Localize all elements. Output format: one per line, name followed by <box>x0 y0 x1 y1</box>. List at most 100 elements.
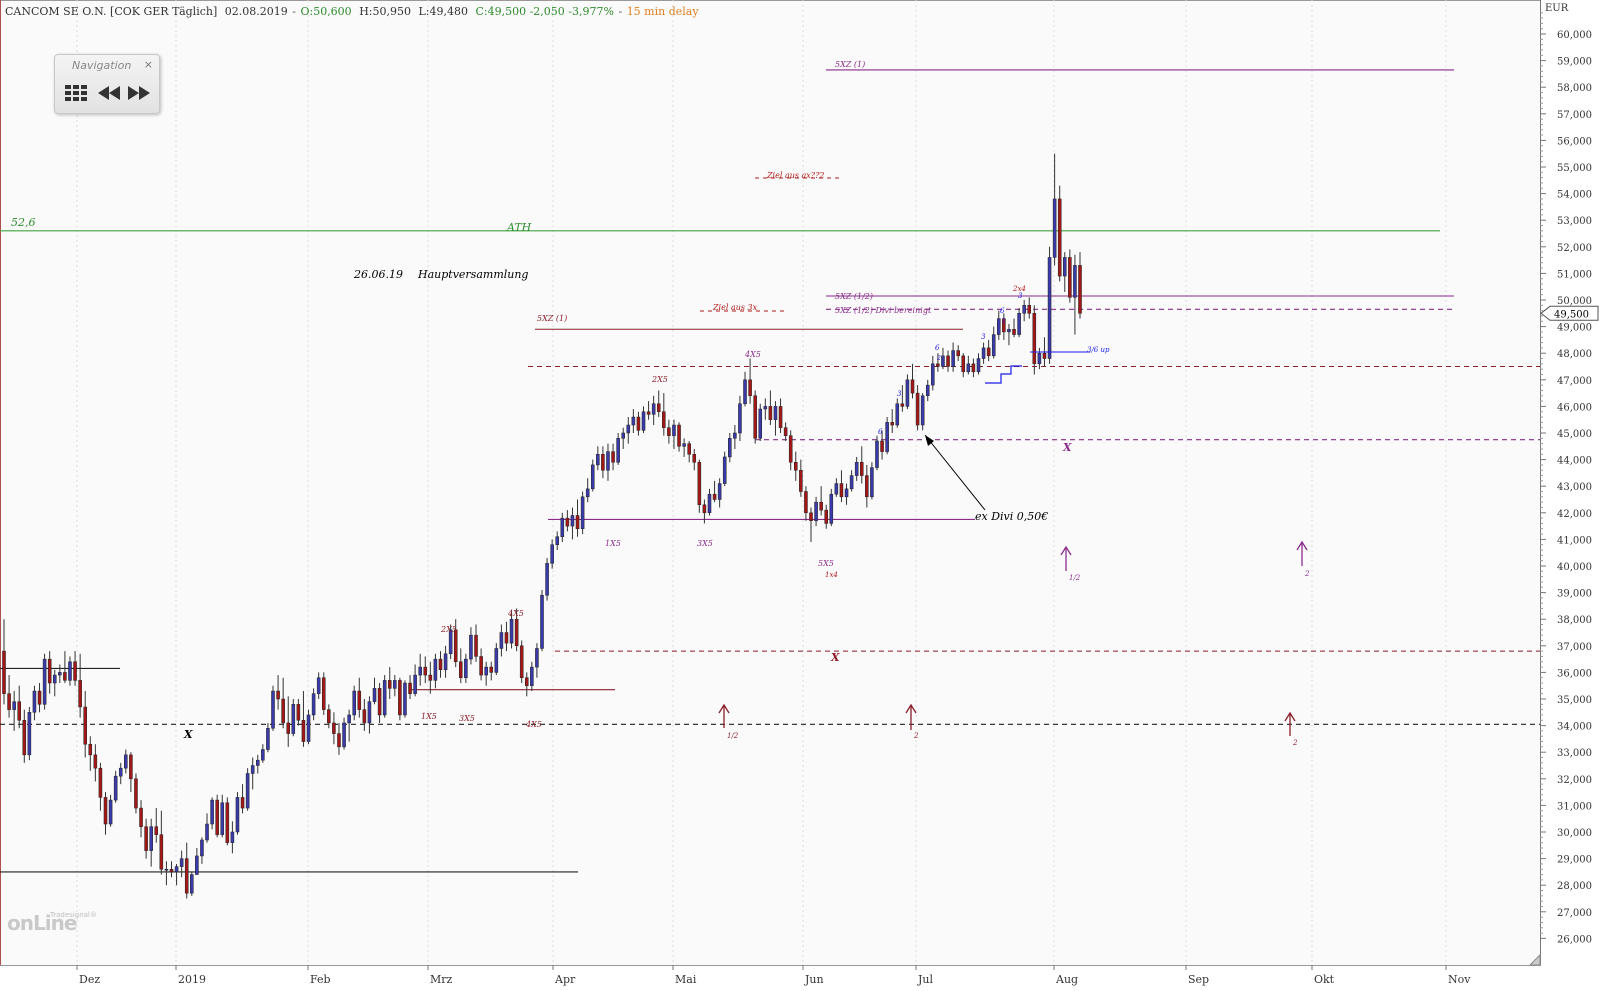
candle-body <box>540 595 544 649</box>
candle-body <box>519 645 524 678</box>
label-blue-6a: 6 <box>878 428 883 436</box>
candle-body <box>748 379 752 397</box>
candle-body <box>286 722 290 734</box>
label-blue-1: 1 <box>1002 318 1006 325</box>
label-3-6-up: 3/6 up <box>1087 346 1110 354</box>
candle-body <box>763 406 768 410</box>
y-tick-label: 48,000 <box>1557 349 1592 360</box>
candle-body <box>804 491 808 514</box>
candle-body <box>413 674 417 694</box>
candle-body <box>560 517 565 537</box>
x-tick-label: Jul <box>917 973 933 986</box>
plot-area <box>0 0 1541 966</box>
label-x-low: X <box>183 728 193 741</box>
label-4x5-top: 4X5 <box>744 350 761 359</box>
candle-body <box>971 363 976 373</box>
candle-body <box>941 355 945 367</box>
x-tick-label: 2019 <box>178 973 206 986</box>
y-tick-label: 44,000 <box>1557 456 1592 467</box>
last-price-label: 49,500 <box>1554 309 1589 320</box>
y-tick-label: 32,000 <box>1557 775 1592 786</box>
candle-body <box>585 488 590 498</box>
up-arrow-maroon-2 <box>905 703 917 730</box>
blue-step-line <box>985 365 1022 384</box>
label-ziel-upper: Ziel aus ax??2 <box>766 171 824 180</box>
candle-body <box>281 698 285 724</box>
candle-body <box>885 422 889 452</box>
candle-body <box>910 379 915 394</box>
candle-body <box>936 363 940 367</box>
ex-divi-arrow-line <box>924 434 986 511</box>
resize-handle[interactable] <box>1529 953 1541 966</box>
candle-body <box>530 666 534 686</box>
candle-body <box>646 411 651 415</box>
candle-body <box>844 488 849 498</box>
rewind-icon[interactable] <box>97 83 121 103</box>
candle-body <box>900 403 905 407</box>
label-3x5-mid: 3X5 <box>697 539 713 548</box>
candle-body <box>352 690 356 716</box>
candle-body <box>276 690 280 700</box>
y-tick-label: 37,000 <box>1557 642 1592 653</box>
label-blue-3a: 3 <box>897 390 902 398</box>
candle-body <box>1068 257 1072 298</box>
candle-body <box>93 754 98 769</box>
y-tick-label: 45,000 <box>1557 429 1592 440</box>
label-5xz-half-divi: 5XZ (1/2) Divi bereinigt <box>835 306 932 315</box>
last-price-marker <box>1540 305 1599 321</box>
candle-body <box>195 855 199 875</box>
grid-menu-icon[interactable] <box>65 83 87 103</box>
label-1x4-mid: 1x4 <box>825 571 838 579</box>
candle-body <box>73 661 77 681</box>
candle-body <box>387 680 392 689</box>
candlesticks <box>2 153 1082 899</box>
x-tick-label: Okt <box>1314 973 1335 986</box>
label-arrow-two-3: 2 <box>1292 739 1298 747</box>
candle-body <box>986 347 991 357</box>
y-tick-label: 55,000 <box>1557 163 1592 174</box>
candle-body <box>946 355 950 367</box>
candle-body <box>859 462 864 476</box>
candle-body <box>702 504 707 514</box>
y-tick-label: 43,000 <box>1557 482 1592 493</box>
candle-body <box>1032 313 1037 365</box>
candle-body <box>875 440 879 468</box>
candle-body <box>1017 313 1021 335</box>
x-tick-label: Jun <box>804 973 824 986</box>
candle-body <box>1037 352 1042 365</box>
candle-body <box>215 799 219 835</box>
candle-body <box>783 427 788 436</box>
candle-body <box>890 422 894 426</box>
logo-sub-text: Tradesignal® <box>50 911 97 919</box>
candle-body <box>306 714 311 742</box>
candle-body <box>418 666 422 676</box>
x-tick-label: Mai <box>675 973 697 986</box>
y-tick-label: 36,000 <box>1557 668 1592 679</box>
candle-body <box>174 866 179 873</box>
candle-body <box>261 749 265 761</box>
y-tick-label: 52,000 <box>1557 243 1592 254</box>
fast-forward-icon[interactable] <box>127 83 151 103</box>
label-blue-2: 2 <box>936 355 941 362</box>
y-tick-label: 58,000 <box>1557 83 1592 94</box>
candle-body <box>250 765 255 774</box>
candle-body <box>200 839 204 857</box>
candle-body <box>677 424 681 447</box>
label-event-date: 26.06.19 <box>353 268 403 281</box>
x-tick-label: Dez <box>79 973 100 986</box>
y-tick-label: 53,000 <box>1557 216 1592 227</box>
candle-body <box>1057 198 1062 277</box>
navigation-close-button[interactable]: × <box>143 58 153 71</box>
candle-body <box>834 483 839 495</box>
candle-body <box>616 438 620 463</box>
x-tick-label: Sep <box>1188 973 1209 986</box>
candle-body <box>976 358 981 373</box>
navigation-panel[interactable]: Navigation × <box>54 54 160 114</box>
candle-body <box>316 677 321 694</box>
candle-body <box>631 416 636 426</box>
chart-header: CANCOM SE O.N. [COK GER Täglich] 02.08.2… <box>5 5 699 18</box>
candle-body <box>52 674 57 684</box>
label-2x5-top: 2X5 <box>651 375 668 384</box>
candle-body <box>981 347 986 359</box>
y-tick-label: 30,000 <box>1557 828 1592 839</box>
